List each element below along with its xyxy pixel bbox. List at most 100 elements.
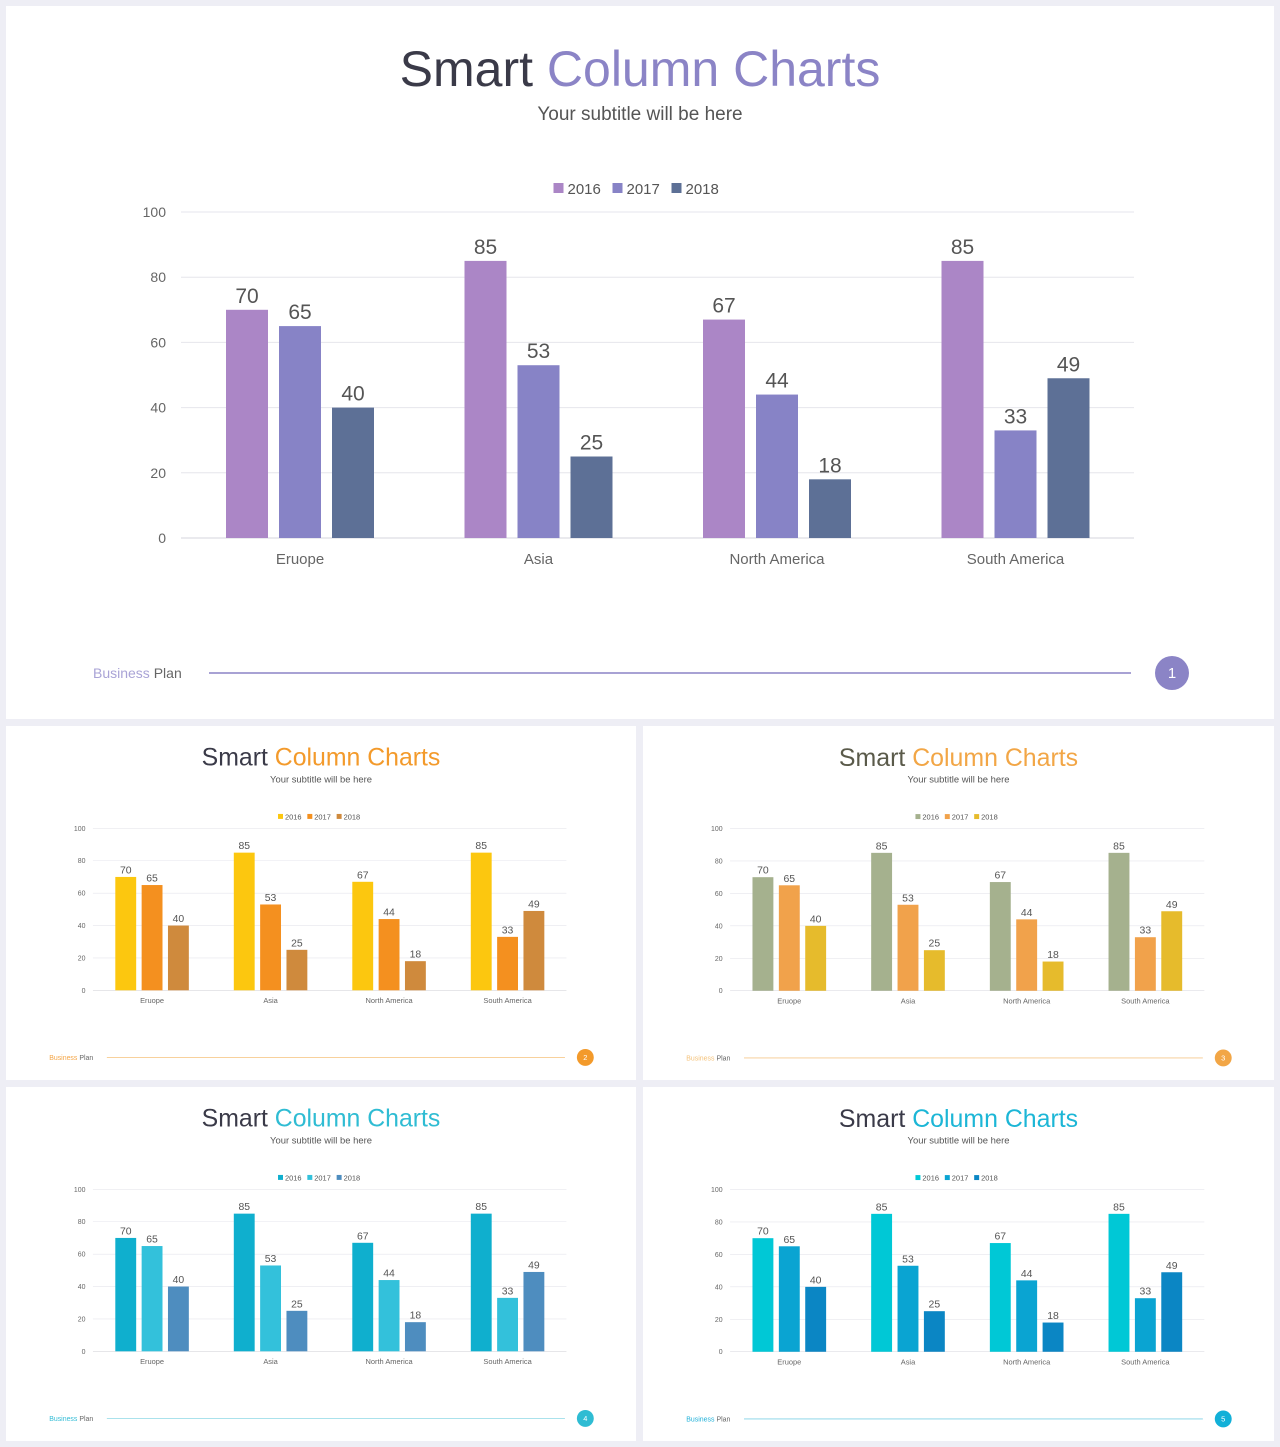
slide-4-subtitle: Your subtitle will be here [270,1136,372,1147]
slide-4-data-label-2017-1: 53 [265,1254,277,1265]
slide-4-page-badge [576,1409,594,1427]
slide-1-data-label-2017-1: 53 [527,340,550,363]
slide-3-legend-label-2018: 2018 [981,813,998,822]
slide-3-footer-plan: Plan [716,1055,730,1062]
slide-3-page-badge [1214,1049,1232,1067]
slide-5-data-label-2017-0: 65 [783,1235,795,1246]
slide-4-data-label-2016-2: 67 [357,1231,369,1242]
slide-4-legend-swatch-2016 [278,1174,283,1180]
slide-5-category-label-2: North America [1003,1358,1051,1367]
slide-4-bar-2016-2 [352,1242,374,1352]
slide-3-title-accent: Column Charts [912,744,1078,772]
slide-1-category-label-0: Eruope [276,551,324,568]
slide-5-bar-2016-0 [752,1238,774,1352]
slide-4-data-label-2017-3: 33 [502,1286,514,1297]
slide-4-bar-2017-3 [497,1297,518,1352]
slide-3-footer-label: Business Plan [686,1055,730,1062]
slide-1-data-label-2017-3: 33 [1004,405,1027,428]
slide-1: Smart Column Charts Your subtitle will be… [6,6,1274,719]
slide-1-ytick-80: 80 [150,269,166,285]
slide-1-bar-2016-2 [703,319,745,538]
slide-1-ytick-40: 40 [150,400,166,416]
slide-5-data-label-2018-2: 18 [1047,1311,1059,1322]
slide-4-category-label-3: South America [483,1357,532,1366]
slide-3-ytick-80: 80 [715,858,723,865]
slide-5-data-label-2016-0: 70 [757,1227,769,1238]
slide-2-bar-2016-2 [352,881,374,991]
slide-5-title: Smart Column Charts [839,1105,1078,1133]
slide-4-footer-business: Business [49,1416,78,1423]
slide-1-footer-label: Business Plan [93,665,182,681]
slide-1-legend-swatch-2018 [671,183,682,193]
slide-3-subtitle: Your subtitle will be here [908,775,1010,786]
slide-1-category-label-1: Asia [524,551,554,568]
slide-5-footer-business: Business [686,1416,715,1423]
slide-2-ytick-60: 60 [78,891,86,898]
slide-4-data-label-2018-2: 18 [410,1311,422,1322]
slide-1-bar-2017-3 [994,430,1037,538]
slide-2-bar-2017-2 [378,919,400,991]
slide-3-ytick-60: 60 [715,891,723,898]
slide-4-category-label-2: North America [366,1357,414,1366]
slide-3-ytick-100: 100 [711,826,723,833]
slide-2-legend-swatch-2017 [307,813,313,819]
slide-5-data-label-2016-2: 67 [994,1232,1006,1243]
slide-5-legend-swatch-2016 [915,1175,921,1181]
slide-5-bar-2018-3 [1161,1272,1183,1352]
slide-5-bar-2016-3 [1108,1213,1130,1352]
slide-5-ytick-100: 100 [711,1187,723,1194]
slide-5-bar-2018-2 [1042,1322,1064,1352]
slide-2-legend-label-2016: 2016 [285,812,302,821]
slide-4-bar-2016-3 [470,1213,492,1352]
slide-2-ytick-100: 100 [74,826,86,833]
slide-2-bar-2017-0 [141,885,163,991]
slide-2-data-label-2018-0: 40 [173,914,185,925]
slide-4-category-label-0: Eruope [140,1357,164,1366]
slide-5-data-label-2016-1: 85 [876,1202,888,1213]
slide-4-page-number: 4 [583,1414,587,1423]
slide-5-data-label-2017-1: 53 [902,1254,914,1265]
slide-4-title-space [268,1106,275,1133]
slide-4-bar-2018-3 [523,1271,545,1352]
slide-1-legend-label-2016: 2016 [568,181,601,198]
slide-4-bar-2018-2 [404,1322,426,1352]
slide-3-category-label-0: Eruope [777,997,801,1006]
slide-3-bar-2018-2 [1042,961,1064,991]
slide-2-category-label-0: Eruope [140,996,164,1005]
slide-3-page-number: 3 [1221,1053,1225,1062]
slide-2-ytick-80: 80 [78,858,86,865]
slide-3-title-main: Smart [839,744,905,772]
slide-5-legend-swatch-2018 [974,1175,980,1181]
slide-5-footer-plan: Plan [716,1416,730,1423]
slide-1-data-label-2018-2: 18 [818,454,841,477]
slide-2-bar-2016-1 [233,852,255,991]
slide-3-category-label-1: Asia [901,997,916,1006]
slide-2-legend-swatch-2018 [336,813,342,819]
slide-3-data-label-2017-1: 53 [902,893,914,904]
slide-3-bar-2017-0 [778,885,800,991]
slide-5-ytick-20: 20 [715,1317,723,1324]
slide-2-data-label-2018-3: 49 [528,899,540,910]
slide-2-data-label-2016-1: 85 [238,841,250,852]
slide-1-bar-2018-0 [332,407,374,538]
slide-5-data-label-2018-0: 40 [810,1275,822,1286]
slide-2-ytick-0: 0 [82,988,86,995]
slide-1-bar-2016-1 [464,260,507,538]
slide-5: Smart Column Charts Your subtitle will be… [643,1087,1274,1441]
slide-3-ytick-20: 20 [715,956,723,963]
slide-1-footer-plan: Plan [154,665,182,681]
slide-5-chart: Smart Column Charts Your subtitle will be… [686,1105,1232,1428]
slide-4-data-label-2017-0: 65 [146,1235,158,1246]
slide-1-ytick-60: 60 [150,334,166,350]
slide-2-legend-swatch-2016 [278,813,283,819]
slide-1-chart: Smart Column Charts Your subtitle will be… [93,41,1189,690]
slide-3-bar-2018-0 [805,925,827,991]
slide-4-legend-label-2017: 2017 [314,1173,331,1182]
slide-4-data-label-2016-0: 70 [120,1226,132,1237]
slide-2-category-label-1: Asia [263,996,278,1005]
slide-5-footer-label: Business Plan [686,1416,730,1423]
slide-2-ytick-20: 20 [78,955,86,962]
slide-1-bar-2016-3 [941,260,984,538]
slide-3-title-space [905,744,912,772]
slide-3-ytick-0: 0 [719,988,723,995]
